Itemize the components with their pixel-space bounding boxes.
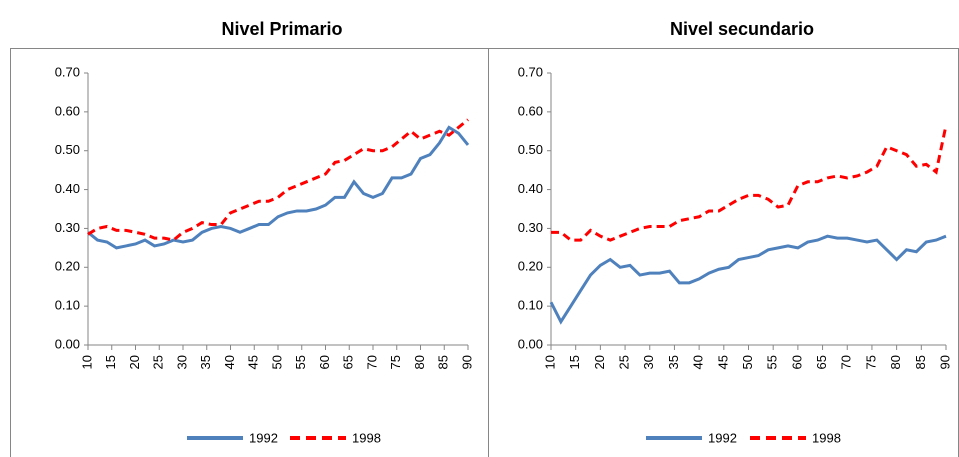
x-tick-label: 70 (364, 355, 379, 369)
y-tick-label: 0.70 (55, 64, 80, 79)
y-tick-label: 0.00 (518, 336, 543, 351)
x-tick-label: 25 (151, 355, 166, 369)
x-tick-label: 40 (691, 355, 706, 369)
x-tick-label: 45 (715, 355, 730, 369)
chart-title: Nivel secundario (670, 19, 814, 39)
y-tick-label: 0.10 (55, 298, 80, 313)
x-tick-label: 70 (839, 355, 854, 369)
x-tick-label: 35 (666, 355, 681, 369)
x-tick-label: 20 (127, 355, 142, 369)
y-tick-label: 0.50 (518, 142, 543, 157)
y-tick-label: 0.20 (55, 259, 80, 274)
x-tick-label: 80 (888, 355, 903, 369)
x-tick-label: 40 (222, 355, 237, 369)
x-tick-label: 60 (789, 355, 804, 369)
x-tick-label: 85 (913, 355, 928, 369)
x-tick-label: 60 (317, 355, 332, 369)
panel-border (10, 48, 489, 457)
x-tick-label: 85 (436, 355, 451, 369)
series-line (549, 234, 947, 325)
x-tick-label: 50 (740, 355, 755, 369)
legend-label: 1998 (352, 430, 381, 445)
x-tick-label: 10 (542, 355, 557, 369)
y-tick-label: 0.30 (518, 220, 543, 235)
x-tick-label: 50 (269, 355, 284, 369)
x-tick-label: 35 (198, 355, 213, 369)
x-tick-label: 15 (567, 355, 582, 369)
x-tick-label: 90 (937, 355, 952, 369)
x-tick-label: 20 (592, 355, 607, 369)
y-tick-label: 0.00 (55, 336, 80, 351)
x-tick-label: 30 (641, 355, 656, 369)
series-line (551, 125, 948, 242)
y-tick-label: 0.50 (55, 142, 80, 157)
y-tick-label: 0.60 (518, 103, 543, 118)
y-tick-label: 0.70 (518, 64, 543, 79)
y-tick-label: 0.60 (55, 103, 80, 118)
y-tick-label: 0.40 (518, 181, 543, 196)
x-tick-label: 10 (79, 355, 94, 369)
x-tick-label: 75 (388, 355, 403, 369)
series-line (87, 125, 470, 250)
legend-label: 1992 (708, 430, 737, 445)
y-tick-label: 0.20 (518, 259, 543, 274)
x-tick-label: 30 (174, 355, 189, 369)
x-tick-label: 65 (814, 355, 829, 369)
legend-label: 1998 (812, 430, 841, 445)
y-tick-label: 0.10 (518, 298, 543, 313)
x-tick-label: 25 (617, 355, 632, 369)
x-tick-label: 45 (246, 355, 261, 369)
chart-title: Nivel Primario (221, 19, 342, 39)
x-tick-label: 90 (459, 355, 474, 369)
x-tick-label: 80 (412, 355, 427, 369)
x-tick-label: 55 (765, 355, 780, 369)
x-tick-label: 55 (293, 355, 308, 369)
y-tick-label: 0.40 (55, 181, 80, 196)
y-tick-label: 0.30 (55, 220, 80, 235)
x-tick-label: 15 (103, 355, 118, 369)
x-tick-label: 65 (341, 355, 356, 369)
series-line (87, 118, 469, 242)
x-tick-label: 75 (863, 355, 878, 369)
legend-label: 1992 (249, 430, 278, 445)
